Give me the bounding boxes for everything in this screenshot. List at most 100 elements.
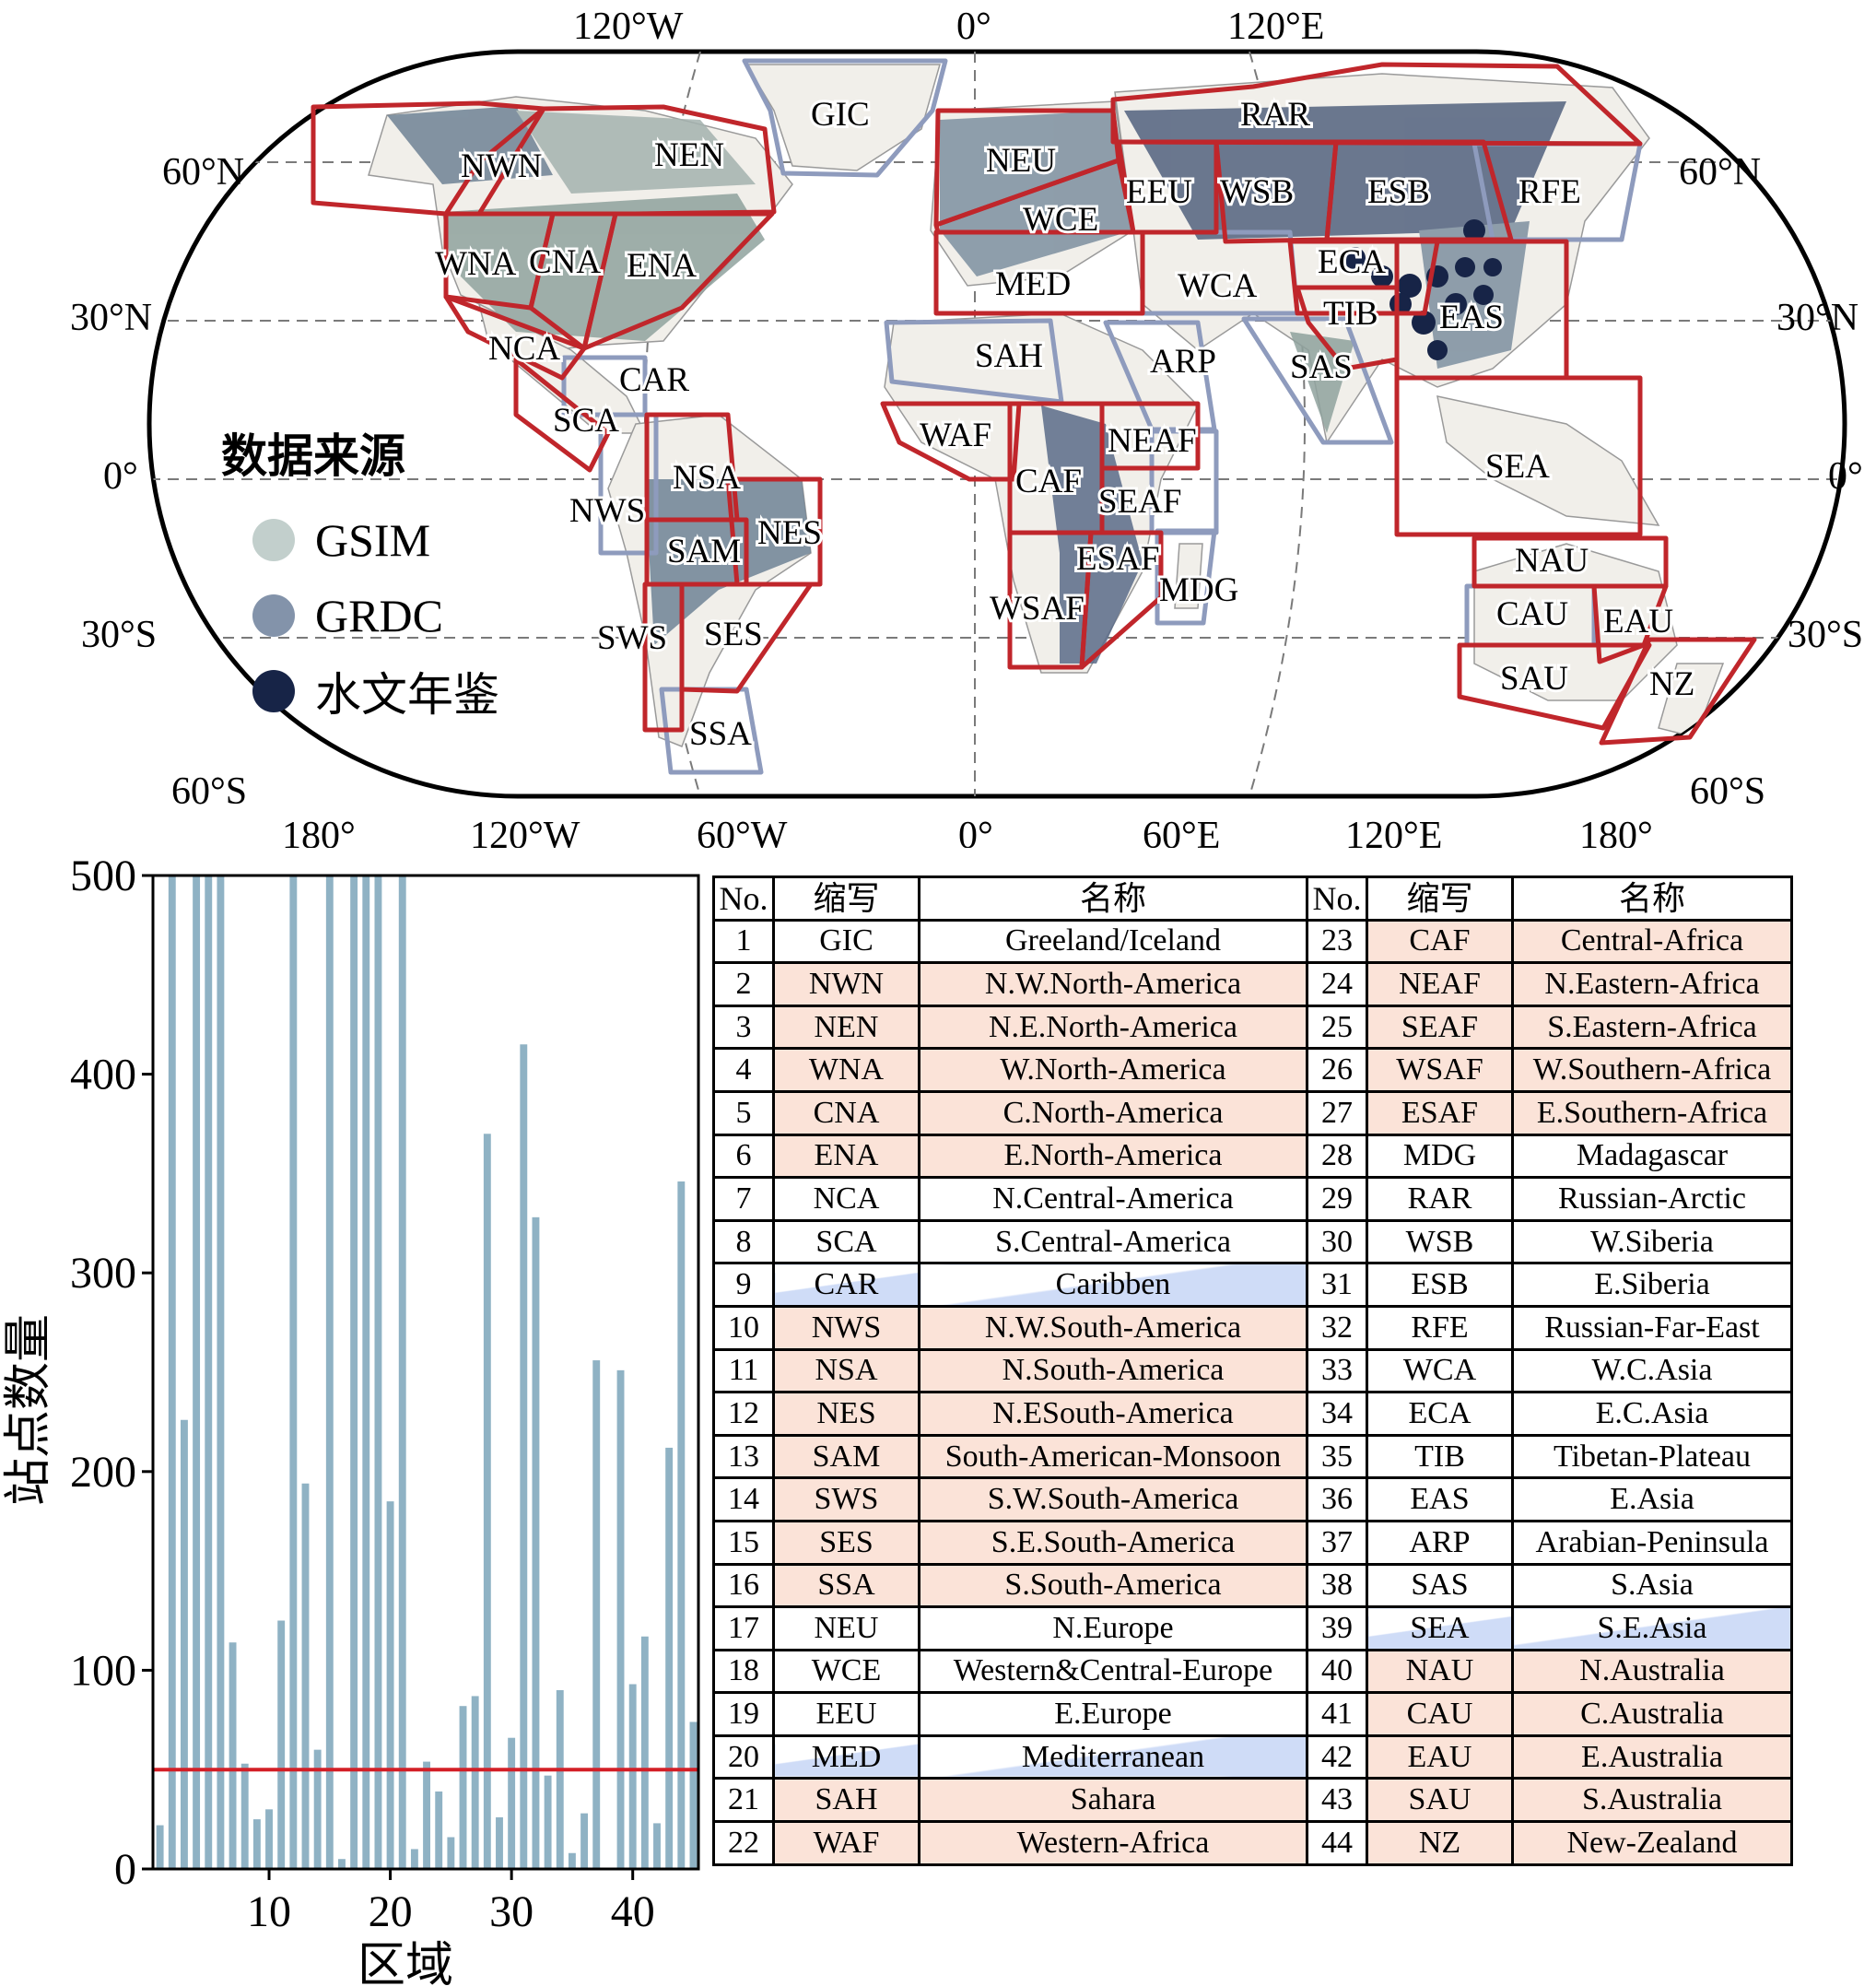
region-WAF (880, 401, 1022, 482)
table-cell-no: 6 (712, 1133, 775, 1180)
bar (556, 1689, 564, 1869)
table-header-row: No. 缩写 名称 No. 缩写 名称 (712, 875, 1793, 922)
table-cell-name: Central-Africa (1511, 918, 1793, 965)
table-cell-no: 40 (1306, 1648, 1368, 1695)
bar (423, 1761, 430, 1869)
region-table: No. 缩写 名称 No. 缩写 名称 1 GIC Greeland/Iceland… (712, 875, 1793, 1866)
table-row: 13 SAM South-American-Monsoon 35 TIB Tibetan-… (712, 1433, 1793, 1480)
table-cell-name: N.South-America (918, 1347, 1308, 1394)
bar (350, 875, 358, 1869)
yearbook-stations (1343, 219, 1502, 360)
map-label-RFE: RFE (1518, 173, 1581, 211)
table-row: 11 NSA N.South-America 33 WCA W.C.Asia (712, 1347, 1793, 1394)
bar (289, 875, 298, 1869)
right-lat-label: 60°S (1690, 770, 1765, 813)
header-no: No. (1306, 875, 1368, 922)
table-cell-name: N.W.North-America (918, 961, 1308, 1007)
right-lat-label: 60°N (1679, 151, 1761, 194)
map-label-CAF: CAF (1015, 463, 1082, 500)
bar (301, 1483, 310, 1869)
map-label-WNA: WNA (435, 245, 517, 283)
table-body: 1 GIC Greeland/Iceland 23 CAF Central-Africa 2… (712, 918, 1793, 1866)
table-cell-no: 20 (712, 1733, 775, 1780)
table-cell-no: 27 (1306, 1089, 1368, 1136)
table-cell-abbr: MED (772, 1733, 920, 1780)
map-label-EAU: EAU (1603, 603, 1673, 640)
table-cell-name: Tibetan-Plateau (1511, 1433, 1793, 1480)
table-cell-abbr: RFE (1366, 1304, 1514, 1351)
table-cell-no: 2 (712, 961, 775, 1007)
table-cell-no: 41 (1306, 1691, 1368, 1737)
region-NWN (311, 100, 546, 217)
table-cell-name: Western-Africa (918, 1820, 1308, 1866)
table-cell-name: Western&Central-Europe (918, 1648, 1308, 1695)
table-cell-abbr: SAM (772, 1433, 920, 1480)
map-label-CNA: CNA (529, 243, 601, 281)
header-abbr: 缩写 (772, 875, 920, 922)
bar (193, 875, 201, 1869)
table-cell-abbr: SCA (772, 1218, 920, 1265)
y-tick-label: 500 (70, 857, 136, 900)
table-cell-no: 7 (712, 1176, 775, 1222)
bottom-lon-label: 120°W (470, 815, 580, 848)
map-label-NES: NES (757, 514, 822, 552)
bar (568, 1852, 576, 1869)
table-cell-abbr: CAR (772, 1262, 920, 1308)
map-label-NWS: NWS (569, 492, 645, 530)
table-cell-name: W.C.Asia (1511, 1347, 1793, 1394)
map-label-WCE: WCE (1023, 201, 1098, 239)
table-cell-abbr: WAF (772, 1820, 920, 1866)
map-label-ARP: ARP (1150, 343, 1216, 381)
table-cell-no: 25 (1306, 1004, 1368, 1051)
bottom-lon-label: 180° (1579, 815, 1653, 848)
y-tick-label: 200 (70, 1448, 136, 1497)
map-label-SCA: SCA (553, 402, 619, 440)
header-no: No. (712, 875, 775, 922)
bar (508, 1737, 516, 1869)
table-cell-no: 30 (1306, 1218, 1368, 1265)
table-cell-name: E.Australia (1511, 1733, 1793, 1780)
table-cell-abbr: MDG (1366, 1133, 1514, 1180)
left-lat-label: 0° (103, 455, 138, 498)
table-row: 2 NWN N.W.North-America 24 NEAF N.Eastern-Afr… (712, 961, 1793, 1007)
map-label-SAH: SAH (975, 337, 1043, 375)
table-cell-name: South-American-Monsoon (918, 1433, 1308, 1480)
region-SEA (1394, 375, 1643, 537)
table-cell-name: S.E.South-America (918, 1519, 1308, 1566)
table-cell-no: 17 (712, 1605, 775, 1651)
bar (252, 1819, 261, 1869)
bottom-lon-label: 120°E (1345, 815, 1442, 848)
table-cell-no: 31 (1306, 1262, 1368, 1308)
bar (532, 1216, 540, 1869)
table-cell-abbr: SEAF (1366, 1004, 1514, 1051)
table-cell-name: E.C.Asia (1511, 1391, 1793, 1437)
table-cell-name: E.North-America (918, 1133, 1308, 1180)
table-cell-abbr: NEAF (1366, 961, 1514, 1007)
table-cell-abbr: ENA (772, 1133, 920, 1180)
region-SAS (1241, 316, 1394, 445)
top-lon-label: 120°E (1227, 6, 1324, 48)
legend-title: 数据来源 (221, 430, 405, 482)
table-cell-name: Madagascar (1511, 1133, 1793, 1180)
table-cell-name: E.Europe (918, 1691, 1308, 1737)
bar (677, 1181, 686, 1869)
left-lat-label: 60°N (162, 151, 244, 194)
map-label-ECA: ECA (1318, 243, 1386, 281)
table-cell-name: S.Central-America (918, 1218, 1308, 1265)
table-cell-name: N.Eastern-Africa (1511, 961, 1793, 1007)
legend-item: GSIM (221, 502, 499, 578)
world-map: GIC NWN NEN WNA CNA ENA NCA SCA CAR NWS … (70, 6, 1863, 848)
y-axis-title: 站点数量 (3, 1314, 55, 1506)
table-cell-no: 18 (712, 1648, 775, 1695)
table-cell-abbr: NZ (1366, 1820, 1514, 1866)
table-row: 3 NEN N.E.North-America 25 SEAF S.Eastern-Afr… (712, 1004, 1793, 1051)
region-ENA (581, 211, 775, 351)
table-cell-no: 15 (712, 1519, 775, 1566)
region-RAR (1110, 62, 1643, 147)
bottom-lon-label: 60°W (697, 815, 788, 848)
table-cell-abbr: NEU (772, 1605, 920, 1651)
x-tick-label: 10 (247, 1887, 291, 1936)
table-cell-no: 12 (712, 1391, 775, 1437)
table-cell-no: 34 (1306, 1391, 1368, 1437)
map-label-WSB: WSB (1220, 173, 1294, 211)
